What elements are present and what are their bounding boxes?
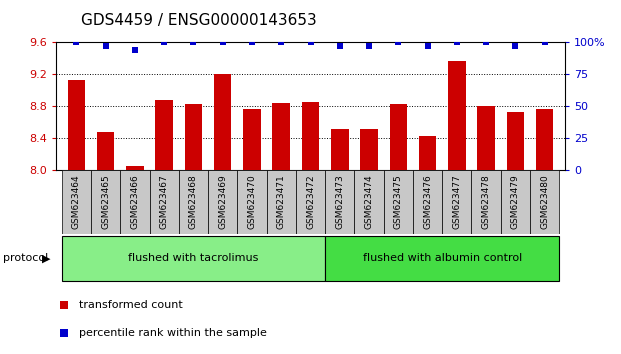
Bar	[507, 112, 524, 170]
Bar	[273, 103, 290, 170]
Bar	[296, 170, 325, 234]
Bar	[237, 170, 266, 234]
Bar	[120, 170, 150, 234]
Bar	[384, 170, 413, 234]
Bar	[536, 109, 553, 170]
Bar	[97, 132, 114, 170]
Bar	[389, 104, 407, 170]
Text: GSM623476: GSM623476	[423, 175, 432, 229]
Text: GSM623467: GSM623467	[160, 175, 169, 229]
Bar	[325, 170, 355, 234]
Bar	[61, 170, 91, 234]
Text: GSM623474: GSM623474	[365, 175, 373, 229]
Bar	[214, 74, 232, 170]
Text: percentile rank within the sample: percentile rank within the sample	[79, 327, 266, 338]
Text: GSM623470: GSM623470	[248, 175, 256, 229]
Bar	[355, 170, 384, 234]
Text: flushed with albumin control: flushed with albumin control	[363, 253, 522, 263]
Bar	[155, 100, 173, 170]
Text: GSM623477: GSM623477	[452, 175, 461, 229]
Bar	[478, 106, 495, 170]
Bar	[302, 102, 319, 170]
Bar	[266, 170, 296, 234]
Bar	[413, 170, 442, 234]
Text: GSM623480: GSM623480	[540, 175, 549, 229]
Bar	[243, 109, 261, 170]
Text: GSM623475: GSM623475	[394, 175, 403, 229]
Bar	[184, 104, 202, 170]
Bar	[331, 129, 348, 170]
Bar	[68, 80, 85, 170]
Text: transformed count: transformed count	[79, 299, 183, 310]
Text: GSM623468: GSM623468	[189, 175, 198, 229]
Text: GSM623471: GSM623471	[277, 175, 286, 229]
Text: GSM623473: GSM623473	[335, 175, 344, 229]
Bar	[179, 170, 208, 234]
Bar	[325, 236, 560, 281]
Bar	[126, 166, 143, 170]
Bar	[448, 61, 466, 170]
Bar	[208, 170, 237, 234]
Text: protocol: protocol	[3, 253, 48, 263]
Text: GDS4459 / ENSG00000143653: GDS4459 / ENSG00000143653	[81, 13, 317, 28]
Bar	[501, 170, 530, 234]
Bar	[419, 136, 437, 170]
Bar	[360, 129, 378, 170]
Text: GSM623469: GSM623469	[218, 175, 227, 229]
Text: GSM623464: GSM623464	[72, 175, 81, 229]
Text: GSM623478: GSM623478	[482, 175, 491, 229]
Text: GSM623466: GSM623466	[130, 175, 139, 229]
Text: GSM623465: GSM623465	[101, 175, 110, 229]
Bar	[91, 170, 120, 234]
Bar	[471, 170, 501, 234]
Text: GSM623479: GSM623479	[511, 175, 520, 229]
Text: GSM623472: GSM623472	[306, 175, 315, 229]
Bar	[150, 170, 179, 234]
Bar	[530, 170, 560, 234]
Text: ▶: ▶	[42, 253, 51, 263]
Text: flushed with tacrolimus: flushed with tacrolimus	[129, 253, 258, 263]
Bar	[61, 236, 325, 281]
Bar	[442, 170, 471, 234]
